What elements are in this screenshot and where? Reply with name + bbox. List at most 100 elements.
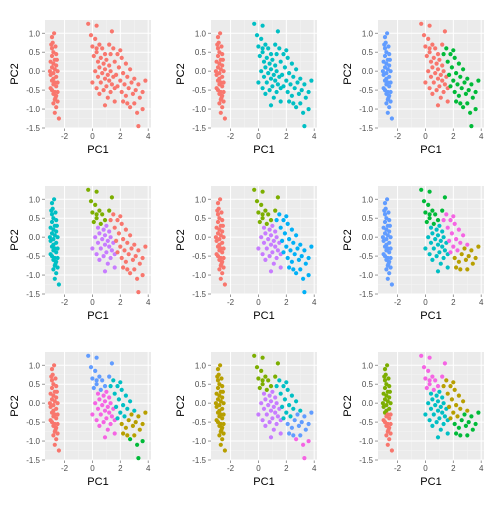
y-axis-label: PC2 [175,395,187,416]
data-point [469,82,474,87]
data-point [295,80,300,85]
data-point [118,380,123,385]
y-tick-label: -1.0 [359,105,373,114]
data-point [434,420,439,425]
x-tick-label: 4 [479,464,484,473]
x-tick-label: 2 [284,464,289,473]
data-point [104,389,109,394]
data-point [257,53,262,59]
data-point [301,442,306,447]
x-axis-label: PC1 [87,310,108,322]
data-point [387,389,392,394]
plot-background [378,352,484,460]
data-point [54,229,59,234]
data-point [381,238,386,243]
data-point [105,95,110,100]
data-point [55,421,60,427]
data-point [459,86,464,91]
data-point [264,246,269,251]
data-point [136,124,141,129]
data-point [426,202,431,207]
data-point [104,416,109,421]
data-point [385,197,390,202]
data-point [221,431,226,436]
data-point [94,46,99,51]
data-point [440,229,445,234]
x-axis-label: PC1 [253,476,274,488]
data-point [296,91,301,96]
data-point [385,442,390,447]
data-point [133,254,138,259]
data-point [473,255,478,261]
data-point [116,65,121,70]
data-point [123,425,128,430]
data-point [53,376,58,381]
data-point [115,52,120,57]
data-point [115,250,120,255]
data-point [220,63,225,68]
data-point [427,46,432,51]
data-point [261,225,267,230]
x-axis-label: PC1 [420,310,441,322]
data-point [86,21,91,26]
data-point [100,71,105,76]
data-point [94,378,99,383]
data-point [441,69,446,74]
data-point [465,76,470,81]
data-point [284,410,289,415]
data-point [430,91,435,96]
x-tick-label: 2 [451,132,456,141]
data-point [449,231,454,236]
data-point [445,99,450,104]
data-point [132,267,137,272]
data-point [50,372,55,377]
data-point [451,48,456,53]
data-point [222,282,227,287]
data-point [95,59,101,64]
data-point [268,76,274,81]
data-point [49,212,55,217]
data-point [289,425,294,430]
data-point [441,218,446,223]
data-point [273,410,278,415]
data-point [125,406,130,411]
data-point [128,399,133,404]
data-point [47,69,53,74]
data-point [48,404,53,409]
data-point [476,78,481,83]
data-point [294,437,299,442]
data-point [55,246,60,251]
data-point [274,401,279,406]
data-point [306,89,311,95]
data-point [116,397,121,402]
data-point [274,218,279,223]
data-point [97,65,102,70]
data-point [129,246,134,251]
data-point [387,84,392,89]
data-point [295,246,300,251]
data-point [285,221,290,226]
x-tick-label: 0 [256,132,261,141]
data-point [90,44,95,49]
data-point [456,393,461,398]
data-point [140,273,145,278]
data-point [430,231,435,236]
x-axis-label: PC1 [87,476,108,488]
data-point [97,42,102,47]
y-tick-label: -1.5 [359,456,373,465]
data-point [56,116,62,121]
data-point [387,105,392,110]
data-point [260,216,265,221]
data-point [462,412,467,417]
data-point [278,99,283,104]
data-point [387,57,392,62]
data-point [430,397,435,402]
data-point [109,414,114,419]
x-tick-label: -2 [227,132,235,141]
data-point [440,63,445,68]
data-point [431,412,436,417]
x-tick-label: 2 [451,298,456,307]
data-point [54,437,59,442]
data-point [289,61,294,66]
